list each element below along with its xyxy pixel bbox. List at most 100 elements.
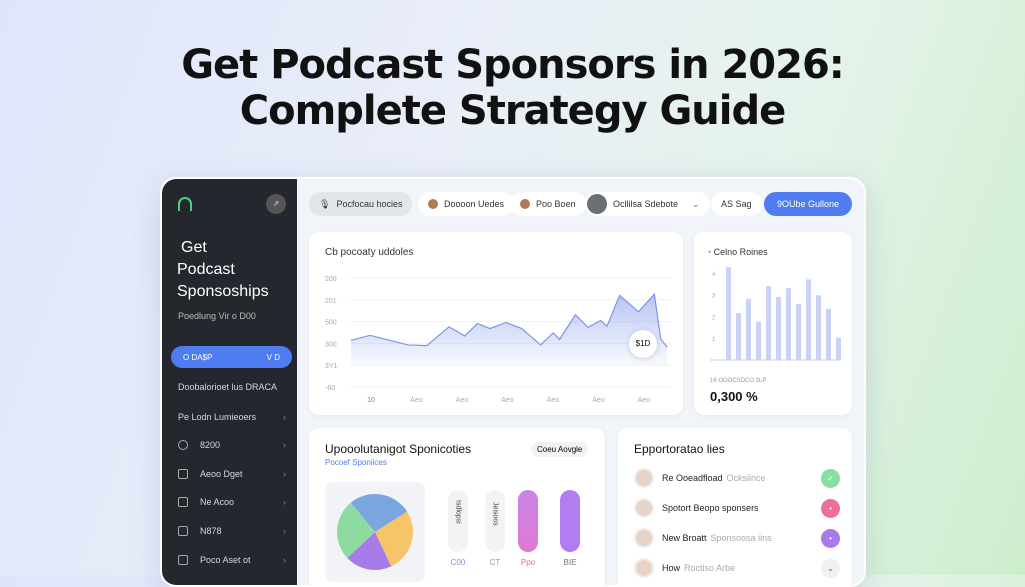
bar [796, 304, 801, 360]
profile-dropdown[interactable]: Ocllilsa Sdebote ⌄ [585, 192, 710, 216]
sidebar-item-label: Pe Lodn Lumieoers [178, 412, 256, 422]
bar [756, 322, 761, 360]
sponsor-name: How [662, 563, 680, 573]
metric-pill-1: Isdlopsi [448, 490, 468, 552]
tab-label: Doooon Uedes [444, 199, 504, 209]
app-window: ⇗ Get Podcast Sponsoships Poedlung Vir o… [160, 177, 866, 587]
y-tick-label: 3Y1 [325, 363, 338, 370]
dot-icon[interactable]: • [821, 529, 840, 548]
sponsor-status: Ocksilnce [727, 473, 766, 483]
cta-label: 9OUbe Gullone [777, 199, 839, 209]
sidebar-item-label: N878 [200, 526, 222, 536]
y-tick-label: 3 [712, 294, 716, 300]
sponsor-row[interactable]: Re Ooeadfload Ocksilnce ✓ [634, 466, 840, 490]
y-tick-label: 500 [325, 320, 337, 327]
chevron-down-icon: ⌄ [692, 199, 700, 210]
y-tick-label: 300 [325, 341, 337, 348]
sponsor-row[interactable]: Spotort Beopo sponsers• [634, 496, 840, 520]
sponsor-name: Re Ooeadfload [662, 473, 723, 483]
sidebar-item-6[interactable]: Poco Aset ot › [178, 555, 286, 565]
bar [766, 286, 771, 360]
metric-label: C00 [443, 558, 473, 567]
avatar [520, 199, 530, 209]
sidebar-active-button[interactable]: O DA$P V D [171, 346, 292, 368]
x-tick-label: Aeo [456, 397, 469, 404]
microphone-icon: 🎙 [319, 199, 330, 210]
sidebar: ⇗ Get Podcast Sponsoships Poedlung Vir o… [162, 179, 297, 587]
metric-pill-text: Isdlopsi [455, 500, 462, 524]
avatar [634, 468, 654, 488]
metric-pill-4 [560, 490, 580, 552]
avatar [428, 199, 438, 209]
x-tick-label: Aeo [410, 397, 423, 404]
pie-card: Upooolutanigot Sponicoties Pocoef Sponii… [309, 428, 605, 587]
square-icon [178, 555, 188, 565]
pie-card-button[interactable]: Coeu Aovgle [531, 442, 588, 457]
bar [826, 309, 831, 360]
x-tick-label: Aeo [501, 397, 514, 404]
metric-label: Ppo [513, 558, 543, 567]
tab-label: Ocllilsa Sdebote [613, 199, 678, 209]
sidebar-item-2[interactable]: 8200› [178, 440, 286, 450]
headline-line-1: Get Podcast Sponsors in 2026: [0, 42, 1025, 88]
x-tick-label: Aeo [638, 397, 651, 404]
bar [836, 338, 841, 360]
tab-label: Pocfocau hocies [336, 199, 402, 209]
sidebar-item-1[interactable]: Pe Lodn Lumieoers › [178, 412, 286, 422]
chevron-right-icon: › [283, 526, 286, 536]
x-tick-label: 10 [367, 397, 375, 404]
sidebar-item-label: Poco Aset ot [200, 555, 251, 565]
active-button-right: V D [267, 353, 280, 362]
bar [786, 288, 791, 360]
bar [726, 267, 731, 360]
pie-chart [325, 482, 425, 582]
tab-5[interactable]: AS Sag [711, 192, 762, 216]
sidebar-item-label: 8200 [200, 440, 220, 450]
tab-label: Poo Boen [536, 199, 576, 209]
tab-label: AS Sag [721, 199, 752, 209]
headset-icon [178, 440, 188, 450]
sponsor-status: Sponsoosa iins [711, 533, 772, 543]
tab-podcast[interactable]: 🎙 Pocfocau hocies [309, 192, 412, 216]
sidebar-item-label: Ne Acoo [200, 497, 234, 507]
pie-card-subtitle: Pocoef Sponiices [325, 458, 387, 467]
sidebar-item-5[interactable]: N878 › [178, 526, 286, 536]
square-icon [178, 469, 188, 479]
bar-chart-caption: 16 OOOCSDCO 3LP [710, 378, 766, 384]
check-icon[interactable]: ✓ [821, 469, 840, 488]
active-button-label: O DA$P [183, 353, 212, 362]
sidebar-item-3[interactable]: Aeoo Dget› [178, 469, 286, 479]
avatar [634, 498, 654, 518]
avatar [587, 194, 607, 214]
bar [806, 279, 811, 360]
sidebar-item-4[interactable]: Ne Acoo› [178, 497, 286, 507]
cta-button[interactable]: 9OUbe Gullone [764, 192, 852, 216]
sidebar-title: Get Podcast Sponsoships [177, 237, 269, 303]
tab-3[interactable]: Poo Boen [510, 192, 586, 216]
avatar [634, 528, 654, 548]
chevron-right-icon: › [283, 555, 286, 565]
bar [736, 313, 741, 360]
y-tick-label: 201 [325, 298, 337, 305]
tab-2[interactable]: Doooon Uedes [418, 192, 514, 216]
collapse-icon[interactable]: ⇗ [266, 194, 286, 214]
y-tick-label: -60 [325, 385, 335, 392]
chevron-right-icon: › [283, 412, 286, 422]
chevron-right-icon: › [283, 469, 286, 479]
sidebar-section-label: Doobalorioet lus DRACA [178, 382, 286, 392]
sponsor-status: Roctiso Arbe [684, 563, 735, 573]
metric-pill-text: Jeisoos [492, 502, 499, 526]
x-tick-label: Aeo [592, 397, 605, 404]
sidebar-subtitle: Poedlung Vir o D00 [178, 311, 256, 321]
sponsors-card-title: Epportoratao lies [634, 442, 725, 456]
metric-label: CT [480, 558, 510, 567]
value-badge: $1D [629, 330, 657, 358]
metric-label: BIE [555, 558, 585, 567]
bar [746, 299, 751, 360]
dot-icon[interactable]: • [821, 499, 840, 518]
